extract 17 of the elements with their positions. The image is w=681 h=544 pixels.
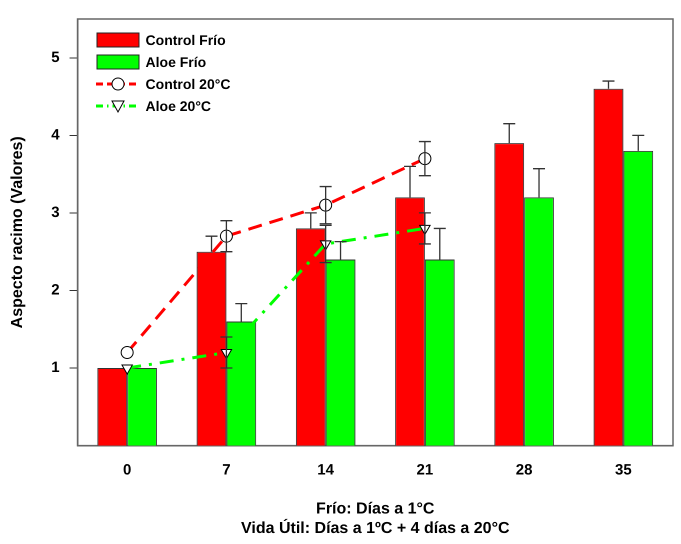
x-tick-label: 7 (222, 462, 231, 479)
legend-label: Control Frío (146, 31, 226, 50)
x-tick-label: 0 (122, 462, 132, 479)
x-tick-label: 35 (615, 462, 632, 479)
y-tick-label: 3 (51, 204, 60, 222)
legend-label: Control 20°C (146, 75, 230, 94)
y-axis-title: Aspecto racimo (Valores) (9, 136, 26, 328)
x-tick-label: 14 (317, 462, 335, 479)
legend-label: Aloe Frío (146, 53, 206, 72)
x-axis-title: Frío: Días a 1°C Vida Útil: Días a 1ºC + 4 días a 20°C (241, 500, 510, 537)
x-tick-label: 28 (516, 462, 532, 479)
y-tick-label: 5 (51, 48, 60, 66)
y-tick-label: 1 (51, 359, 60, 376)
x-tick-label: 21 (416, 462, 434, 479)
y-tick-label: 4 (51, 126, 60, 144)
legend-label: Aloe 20°C (146, 97, 212, 116)
y-tick-label: 2 (51, 282, 60, 299)
